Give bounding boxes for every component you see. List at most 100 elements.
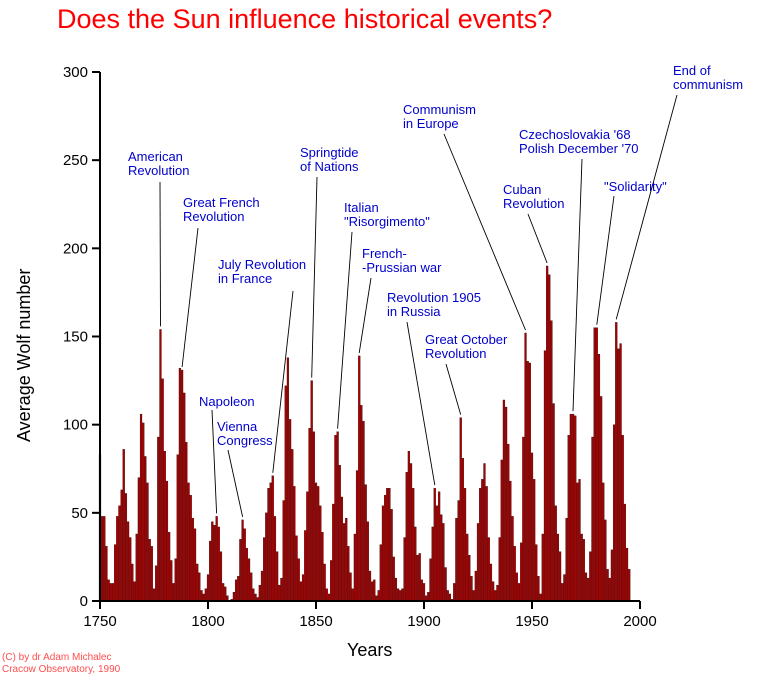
bar [109,583,112,602]
annotation-napoleon: Napoleon [199,394,255,409]
bar [163,450,166,602]
bar [310,380,313,602]
bar [332,503,335,602]
bar [561,583,564,602]
bar [418,553,421,602]
bar [312,431,315,602]
credit-author: (C) by dr Adam Michalec [2,652,112,663]
bar [422,583,426,602]
bar [135,533,138,602]
bar [157,436,160,602]
bar [165,480,169,602]
bar [600,396,603,602]
bar [427,592,430,602]
bar [241,519,244,602]
bar [338,465,341,602]
bar [556,533,560,602]
bar [368,570,372,602]
bar [438,491,441,602]
bar [485,486,488,602]
x-tick-label: 1900 [407,613,440,630]
bar [366,521,369,602]
bar [520,542,523,602]
bar [448,593,452,602]
bar [224,586,227,602]
bar [189,495,192,602]
bar [502,399,506,602]
bar [129,537,132,602]
bar [325,588,328,602]
bar [533,479,536,602]
annotation-july-revolution: July Revolution in France [218,257,307,286]
bar [511,516,514,602]
bar [360,405,363,602]
credit: (C) by dr Adam Michalec Cracow Observato… [2,652,120,676]
annotation-line-springtide-of-nations [311,176,318,378]
annotation-italian-risorgimento: Italian "Risorgimento" [344,200,430,229]
bar [468,555,471,602]
bar [280,577,283,602]
bar [126,521,130,602]
bar [373,579,376,602]
bar [546,265,549,602]
bar [388,487,391,602]
bar [258,584,261,602]
bar [213,525,216,602]
bar [474,570,477,602]
x-tick-label: 1950 [515,613,548,630]
bar [269,482,272,602]
bar [299,581,302,602]
bar [247,558,251,602]
bar [351,588,354,602]
bar [174,558,177,602]
bar [597,353,601,602]
bar [407,450,410,602]
bar [116,516,119,602]
bar [193,528,197,602]
bar [222,583,225,602]
bar [355,470,359,602]
bar [111,583,115,602]
bar [459,417,462,602]
bar [429,558,432,602]
bar [178,368,182,602]
bar [403,537,406,602]
bar [358,355,361,602]
bar [500,459,503,602]
bar [155,565,158,602]
credit-observatory: Cracow Observatory, 1990 [2,664,121,675]
bar [131,563,134,602]
bar [602,482,605,602]
bar [118,505,121,602]
bar [308,428,311,602]
bar [254,593,257,602]
bar [446,590,449,602]
bar [578,479,581,602]
bar [610,549,614,602]
x-axis-label: Years [347,640,393,660]
bar [144,456,147,602]
bar [239,539,242,602]
bar [349,572,352,602]
bar [574,415,577,602]
annotation-line-communism-in-europe [443,133,526,331]
bar [263,537,266,602]
bar [453,583,456,602]
bar [509,480,512,602]
bar [161,378,164,602]
bar [496,584,499,602]
annotation-american-revolution: American Revolution [128,149,190,178]
bar [291,449,294,602]
bar [187,482,190,602]
bar [105,546,108,602]
annotation-great-october-revolution: Great October Revolution [425,332,508,361]
annotation-line-revolution-1905 [406,321,436,486]
bar [435,505,439,602]
annotation-vienna-congress: Vienna Congress [217,419,273,448]
bar [200,590,203,602]
bar [273,516,277,602]
bar [284,385,287,602]
y-tick-label: 50 [71,505,88,522]
bar [401,588,404,602]
